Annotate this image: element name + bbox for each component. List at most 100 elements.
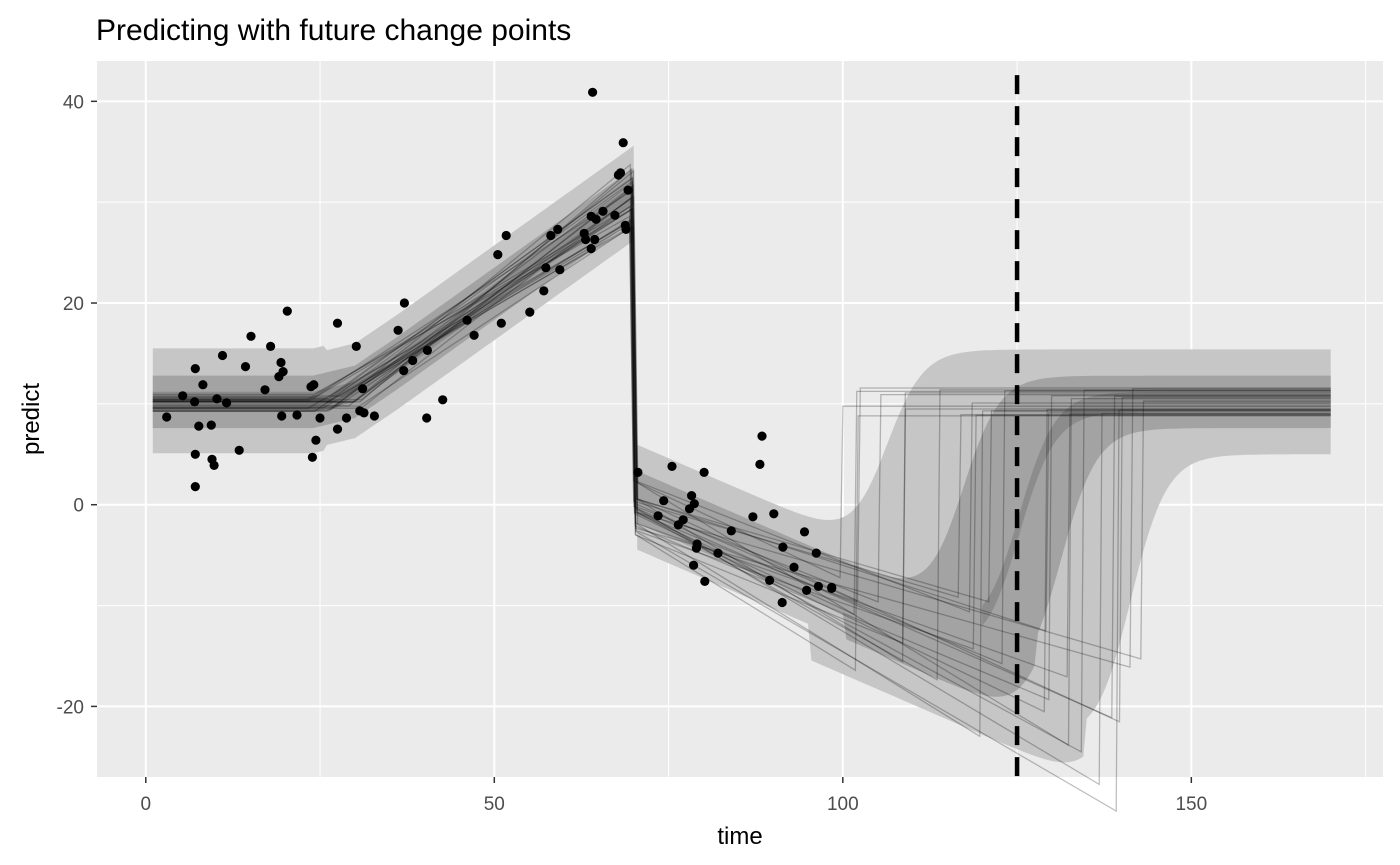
data-point bbox=[546, 230, 556, 241]
data-point bbox=[217, 350, 228, 361]
data-point bbox=[687, 491, 697, 501]
data-point bbox=[393, 325, 403, 335]
prediction-trace bbox=[152, 225, 1331, 681]
data-point bbox=[190, 364, 200, 374]
data-point bbox=[438, 395, 448, 405]
prediction-trace bbox=[152, 205, 1331, 701]
data-point bbox=[190, 397, 200, 407]
prediction-trace bbox=[152, 189, 1331, 668]
data-point bbox=[659, 496, 669, 506]
data-point bbox=[811, 548, 821, 558]
prediction-trace bbox=[152, 208, 1331, 672]
data-point bbox=[700, 576, 710, 587]
data-point bbox=[422, 345, 432, 355]
prediction-trace bbox=[152, 167, 1331, 753]
data-point bbox=[610, 210, 620, 220]
data-point bbox=[699, 467, 709, 477]
data-point bbox=[194, 421, 204, 431]
data-point bbox=[462, 315, 472, 325]
prediction-trace bbox=[152, 179, 1331, 664]
prediction-trace bbox=[152, 207, 1331, 645]
data-point bbox=[689, 499, 699, 509]
data-point bbox=[591, 214, 601, 224]
x-tick-label: 150 bbox=[1175, 794, 1207, 815]
data-point bbox=[240, 362, 251, 372]
data-point bbox=[341, 413, 352, 423]
prediction-trace bbox=[152, 195, 1331, 632]
data-point bbox=[789, 562, 799, 572]
data-point bbox=[653, 511, 663, 521]
data-point bbox=[351, 341, 361, 351]
data-point bbox=[667, 461, 677, 471]
data-point bbox=[422, 413, 432, 423]
y-axis-title: predict bbox=[18, 383, 45, 455]
data-point bbox=[408, 355, 418, 366]
prediction-trace bbox=[152, 181, 1331, 613]
y-axis-ticks: -20 0 20 40 bbox=[57, 92, 97, 718]
data-point bbox=[757, 431, 767, 441]
prediction-trace bbox=[152, 205, 1331, 579]
data-point bbox=[332, 424, 343, 434]
data-point bbox=[799, 527, 810, 537]
prediction-trace bbox=[152, 225, 1331, 603]
y-tick-label: 20 bbox=[63, 294, 84, 315]
data-point bbox=[501, 230, 511, 241]
data-point bbox=[209, 460, 219, 470]
data-point bbox=[615, 168, 626, 178]
x-axis-title: time bbox=[717, 823, 762, 850]
data-point bbox=[190, 449, 200, 459]
prediction-trace bbox=[152, 218, 1331, 616]
data-point bbox=[598, 206, 608, 216]
data-point bbox=[802, 585, 812, 596]
data-point bbox=[748, 512, 758, 522]
data-point bbox=[266, 341, 276, 351]
data-point bbox=[621, 224, 631, 234]
prediction-bands bbox=[152, 145, 1331, 763]
data-point bbox=[778, 542, 788, 552]
data-point bbox=[689, 560, 699, 570]
data-point bbox=[246, 331, 256, 341]
x-tick-label: 50 bbox=[484, 794, 505, 815]
data-point bbox=[581, 234, 591, 245]
data-point bbox=[358, 384, 368, 394]
data-point bbox=[692, 539, 702, 549]
data-point bbox=[678, 515, 688, 525]
band-inner-pre bbox=[152, 184, 634, 412]
data-point bbox=[307, 452, 317, 462]
prediction-trace bbox=[152, 176, 1331, 719]
data-point bbox=[359, 408, 369, 418]
data-point bbox=[222, 398, 232, 408]
y-tick-label: -20 bbox=[57, 697, 84, 718]
data-point bbox=[493, 250, 503, 260]
y-tick-label: 0 bbox=[73, 496, 84, 517]
data-point bbox=[755, 459, 765, 469]
data-point bbox=[278, 367, 288, 377]
data-point bbox=[553, 224, 563, 234]
data-point bbox=[827, 583, 837, 594]
data-point bbox=[277, 411, 287, 421]
data-point bbox=[162, 412, 172, 422]
data-point bbox=[555, 265, 565, 275]
data-point bbox=[178, 391, 188, 401]
prediction-trace bbox=[152, 184, 1331, 660]
data-point bbox=[369, 411, 379, 421]
prediction-trace bbox=[152, 163, 1331, 713]
prediction-trace bbox=[152, 218, 1331, 723]
data-point bbox=[399, 366, 409, 376]
x-axis-ticks: 0 50 100 150 bbox=[141, 777, 1207, 815]
prediction-trace bbox=[152, 176, 1331, 650]
band-middle-post bbox=[637, 375, 1331, 697]
x-tick-label: 0 bbox=[141, 794, 152, 815]
data-point bbox=[332, 318, 343, 328]
data-point bbox=[399, 298, 409, 308]
data-point bbox=[234, 445, 244, 455]
prediction-trace bbox=[152, 220, 1331, 786]
data-point bbox=[198, 380, 208, 390]
data-point bbox=[539, 286, 549, 296]
data-point bbox=[633, 467, 643, 477]
data-point bbox=[588, 87, 598, 97]
data-point bbox=[777, 597, 787, 608]
data-point bbox=[260, 385, 270, 395]
data-point bbox=[769, 509, 779, 519]
